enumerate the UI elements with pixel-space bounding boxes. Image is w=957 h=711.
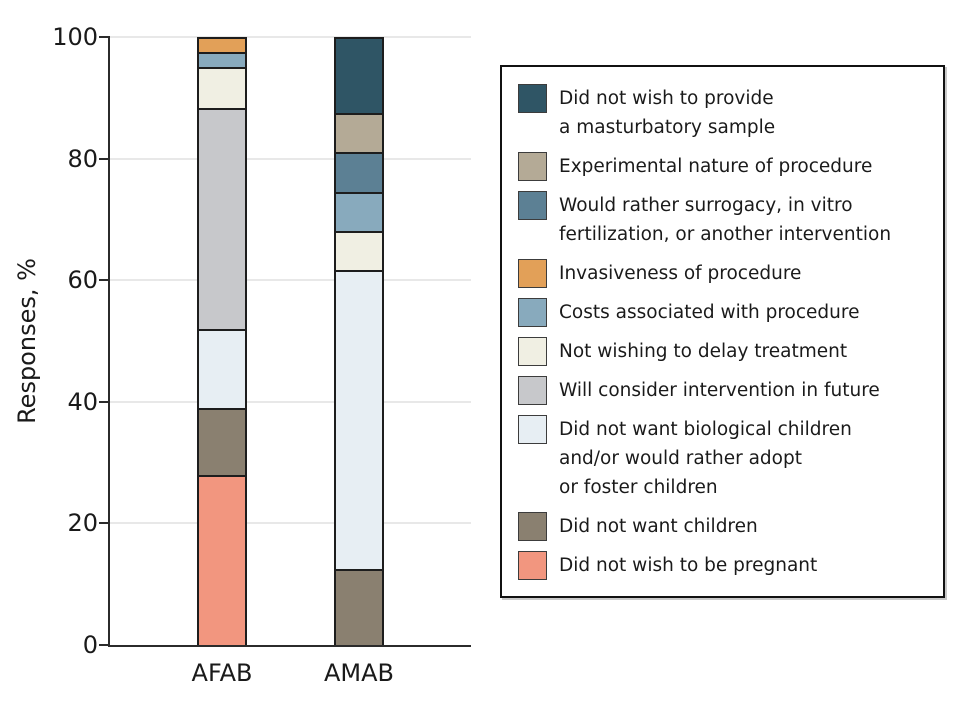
legend-item: Costs associated with procedure <box>518 298 935 327</box>
x-label-amab: AMAB <box>323 659 394 687</box>
x-label-afab: AFAB <box>191 659 253 687</box>
legend-swatch <box>518 298 547 327</box>
y-tick-100 <box>99 36 110 38</box>
legend-label: Would rather surrogacy, in vitro fertiliz… <box>559 191 891 249</box>
legend-item: Did not wish to be pregnant <box>518 551 935 580</box>
bar-segment <box>199 107 245 330</box>
legend-item: Would rather surrogacy, in vitro fertiliz… <box>518 191 935 249</box>
x-axis-line <box>108 645 471 647</box>
bar-segment <box>336 113 382 153</box>
bar-segment <box>336 152 382 192</box>
legend-item: Will consider intervention in future <box>518 376 935 405</box>
bar-segment <box>199 39 245 53</box>
legend-label-line: Experimental nature of procedure <box>559 156 873 177</box>
y-tick-0 <box>99 644 110 646</box>
legend-label-line: Did not wish to be pregnant <box>559 555 818 576</box>
legend-label-line: fertilization, or another intervention <box>559 224 892 245</box>
legend-label-line: Did not want children <box>559 516 758 537</box>
y-tick-20 <box>99 522 110 525</box>
legend-label: Costs associated with procedure <box>559 298 859 327</box>
legend-label-line: Will consider intervention in future <box>559 380 880 401</box>
legend-label: Not wishing to delay treatment <box>559 337 847 366</box>
legend-swatch <box>518 259 547 288</box>
legend-swatch <box>518 415 547 444</box>
legend-label-line: Did not want biological children <box>559 419 852 440</box>
bar-segment <box>199 475 245 646</box>
y-tick-40 <box>99 400 110 403</box>
legend-swatch <box>518 337 547 366</box>
bar-segment <box>199 52 245 68</box>
legend: Did not wish to provide a masturbatory sa… <box>500 65 945 598</box>
legend-label-line: Invasiveness of procedure <box>559 263 802 284</box>
bar-segment <box>199 408 245 476</box>
legend-label-line: or foster children <box>559 477 718 498</box>
bar-segment <box>336 230 382 270</box>
legend-swatch <box>518 152 547 181</box>
y-tick-label-0: 0 <box>82 631 98 659</box>
legend-swatch <box>518 376 547 405</box>
legend-item: Did not want biological children and/or w… <box>518 415 935 502</box>
gridline-100 <box>110 36 471 38</box>
legend-label: Will consider intervention in future <box>559 376 880 405</box>
bar-segment <box>336 39 382 114</box>
legend-label-line: Would rather surrogacy, in vitro <box>559 195 853 216</box>
legend-items: Did not wish to provide a masturbatory sa… <box>518 84 935 580</box>
legend-label-line: Did not wish to provide <box>559 88 774 109</box>
gridline-40 <box>110 400 471 403</box>
y-tick-label-20: 20 <box>67 509 98 538</box>
bar-segment <box>336 191 382 231</box>
bar-segment <box>336 568 382 645</box>
legend-swatch <box>518 551 547 580</box>
legend-label: Did not wish to provide a masturbatory sa… <box>559 84 775 142</box>
legend-label-line: a masturbatory sample <box>559 117 776 138</box>
legend-label-line: Not wishing to delay treatment <box>559 341 848 362</box>
legend-swatch <box>518 191 547 220</box>
y-tick-label-80: 80 <box>67 144 98 173</box>
legend-item: Did not wish to provide a masturbatory sa… <box>518 84 935 142</box>
bar-segment <box>199 67 245 108</box>
legend-label: Experimental nature of procedure <box>559 152 872 181</box>
y-tick-label-100: 100 <box>52 23 98 51</box>
y-axis-title: Responses, % <box>13 258 41 424</box>
bar-segment <box>336 269 382 569</box>
legend-label-line: Costs associated with procedure <box>559 302 860 323</box>
y-tick-label-60: 60 <box>67 266 98 295</box>
bar-amab <box>334 37 384 647</box>
y-tick-60 <box>99 279 110 282</box>
gridline-80 <box>110 157 471 160</box>
legend-label-line: and/or would rather adopt <box>559 448 802 469</box>
y-tick-label-40: 40 <box>67 387 98 416</box>
gridline-20 <box>110 522 471 525</box>
bar-segment <box>199 329 245 409</box>
legend-item: Did not want children <box>518 512 935 541</box>
legend-swatch <box>518 84 547 113</box>
legend-swatch <box>518 512 547 541</box>
legend-label: Did not want biological children and/or w… <box>559 415 852 502</box>
bar-afab <box>197 37 247 647</box>
legend-label: Invasiveness of procedure <box>559 259 801 288</box>
legend-label: Did not wish to be pregnant <box>559 551 817 580</box>
gridline-60 <box>110 279 471 282</box>
legend-label: Did not want children <box>559 512 758 541</box>
y-tick-80 <box>99 157 110 160</box>
legend-item: Invasiveness of procedure <box>518 259 935 288</box>
legend-item: Experimental nature of procedure <box>518 152 935 181</box>
y-axis-line <box>108 37 110 647</box>
legend-item: Not wishing to delay treatment <box>518 337 935 366</box>
